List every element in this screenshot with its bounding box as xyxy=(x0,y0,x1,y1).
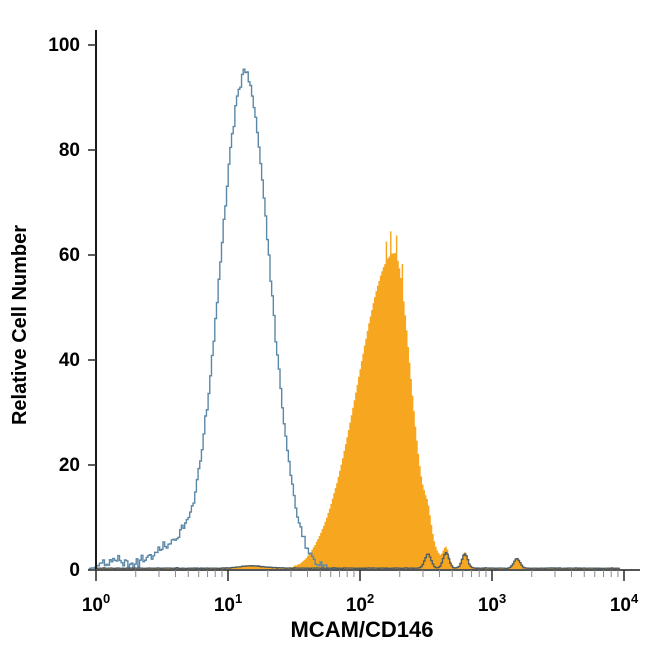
svg-text:40: 40 xyxy=(59,350,80,371)
svg-text:100: 100 xyxy=(82,591,110,616)
svg-text:Relative Cell Number: Relative Cell Number xyxy=(9,225,31,425)
svg-text:101: 101 xyxy=(214,591,242,616)
svg-text:80: 80 xyxy=(59,140,80,161)
svg-text:0: 0 xyxy=(69,560,80,581)
svg-text:102: 102 xyxy=(346,591,374,616)
svg-text:MCAM/CD146: MCAM/CD146 xyxy=(290,617,433,642)
svg-text:20: 20 xyxy=(59,455,80,476)
svg-text:104: 104 xyxy=(610,591,639,616)
svg-text:103: 103 xyxy=(478,591,506,616)
svg-text:60: 60 xyxy=(59,245,80,266)
svg-text:100: 100 xyxy=(48,35,80,56)
